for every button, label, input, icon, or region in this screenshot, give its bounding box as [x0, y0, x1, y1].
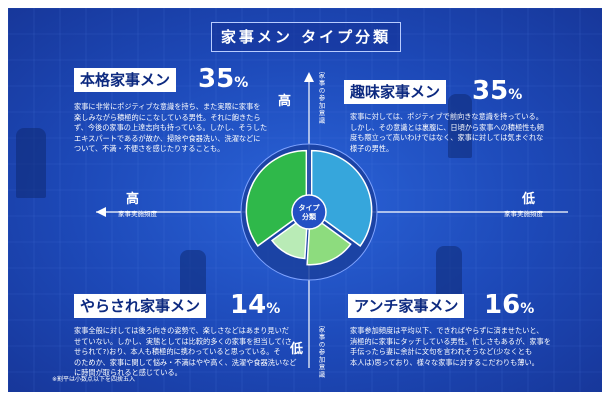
- desc-line: エキスパートであるが故か、掃除や食器洗い、洗濯などに: [74, 133, 261, 143]
- desc-line: 本人は)思っており、様々な家事に対するこだわりも薄い。: [350, 357, 539, 367]
- type-percent-honkaku: 35%: [198, 66, 248, 96]
- type-percent-shumi: 35%: [472, 78, 522, 108]
- percent-value: 16: [484, 290, 521, 320]
- percent-unit: %: [520, 301, 535, 317]
- desc-line: せられて?)おり、本人も積極的に携わっていると思っている。そ: [74, 347, 281, 356]
- percent-unit: %: [234, 75, 249, 91]
- type-desc-anti: 家事参加頻度は平均以下、できればやらずに済ませたいと、 消極的に家事にタッチして…: [350, 326, 551, 368]
- desc-line: に時間が取られると感じている。: [74, 368, 182, 377]
- desc-line: 様子の男性。: [350, 143, 394, 153]
- infographic: 家事メン タイプ分類 本格家事メン 35% 家事に非常にポジティブな意識を持ち、…: [8, 8, 602, 392]
- percent-value: 35: [198, 64, 235, 94]
- type-name-anti: アンチ家事メン: [348, 294, 465, 318]
- percent-unit: %: [266, 301, 281, 317]
- desc-line: 家事に非常にポジティブな意識を持ち、また実際に家事を: [74, 102, 261, 111]
- desc-line: 度も際立って高いわけではなく、家事に対しては気まぐれな: [350, 133, 544, 142]
- desc-line: ついて、不満・不便さを感じたりすることも。: [74, 144, 225, 153]
- footnote: ※割平は小数点以下を四捨五入: [52, 376, 136, 383]
- person-silhouette-icon: [448, 94, 472, 158]
- type-desc-yarasare: 家事全般に対しては後ろ向きの姿勢で、楽しさなどはあまり見いだ せていない。しかし…: [74, 326, 296, 379]
- type-percent-yarasare: 14%: [230, 292, 280, 322]
- desc-line: のためか、家事に関して悩み・不満はやや高く、洗濯や食器洗いなど: [74, 357, 297, 367]
- desc-line: 家事参加頻度は平均以下、できればやらずに済ませたいと、: [350, 326, 544, 335]
- axis-vertical-label-top: 家事の参加意識: [317, 72, 325, 125]
- type-name-honkaku: 本格家事メン: [74, 68, 177, 92]
- axis-horizontal-low: 低: [522, 192, 536, 207]
- percent-unit: %: [508, 87, 523, 103]
- axis-horizontal-label-left: 家事実施頻度: [118, 210, 157, 218]
- type-desc-honkaku: 家事に非常にポジティブな意識を持ち、また実際に家事を 楽しみながら積極的にこなし…: [74, 102, 267, 155]
- page-title: 家事メン タイプ分類: [211, 22, 401, 52]
- axis-vertical-low: 低: [290, 342, 304, 357]
- desc-line: 手伝ったら妻に余計に文句を言われそうなど(少なくとも: [350, 347, 533, 356]
- percent-value: 14: [230, 290, 267, 320]
- type-name-yarasare: やらされ家事メン: [74, 294, 207, 318]
- axis-horizontal-label-right: 家事実施頻度: [504, 210, 543, 218]
- desc-line: 楽しみながら積極的にこなしている男性。それに飽きたら: [74, 112, 261, 122]
- desc-line: 消極的に家事にタッチしている男性。忙しさもあるが、家事を: [350, 336, 551, 346]
- percent-value: 35: [472, 76, 509, 106]
- person-silhouette-icon: [16, 128, 46, 198]
- axis-vertical-high: 高: [278, 94, 292, 109]
- axis-horizontal-high: 高: [126, 192, 140, 207]
- desc-line: 家事に対しては、ポジティブで前向きな意識を持っている。: [350, 112, 543, 121]
- type-name-shumi: 趣味家事メン: [344, 80, 447, 104]
- type-percent-anti: 16%: [484, 292, 534, 322]
- desc-line: しかし、その意識とは裏腹に、日頃から家事への積極性も頻: [350, 122, 544, 132]
- type-desc-shumi: 家事に対しては、ポジティブで前向きな意識を持っている。 しかし、その意識とは裏腹…: [350, 112, 544, 154]
- desc-line: ず、今後の家事の上達志向も持っている。しかし、そうした: [74, 123, 268, 132]
- desc-line: 家事全般に対しては後ろ向きの姿勢で、楽しさなどはあまり見いだ: [74, 326, 289, 335]
- axis-vertical-label-bottom: 家事の参加意識: [317, 326, 325, 379]
- desc-line: せていない。しかし、実態としては比較的多くの家事を担当して(さ: [74, 336, 292, 346]
